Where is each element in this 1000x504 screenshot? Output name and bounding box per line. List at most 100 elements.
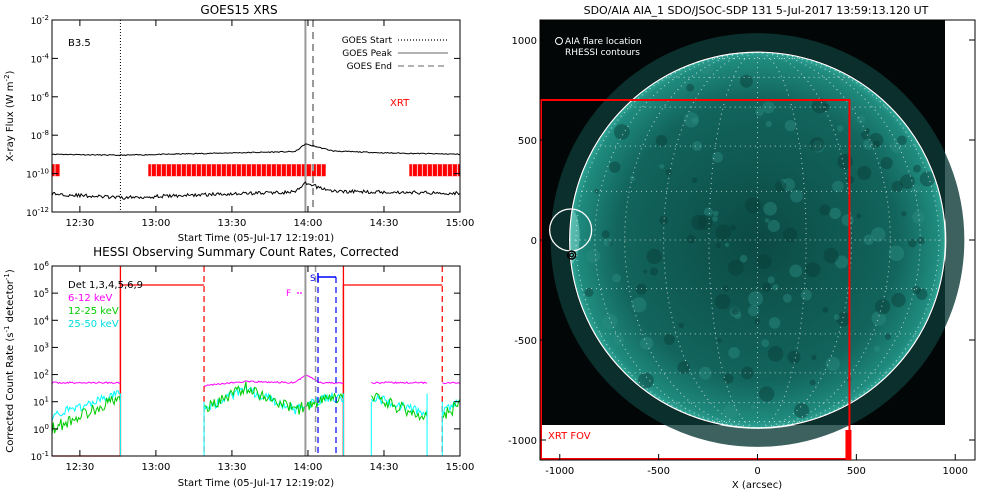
aia-lat-lon-grid	[569, 52, 946, 428]
aia-feature	[714, 293, 731, 310]
goes-legend-end: GOES End	[347, 62, 392, 72]
aia-feature	[722, 285, 729, 292]
aia-feature	[912, 211, 925, 224]
aia-y-label-4: -1000	[508, 436, 537, 447]
goes-y-label-0: 10-2	[31, 14, 49, 27]
aia-feature	[765, 121, 772, 128]
aia-grid-lon	[757, 52, 921, 428]
aia-feature	[871, 311, 886, 326]
aia-feature	[890, 140, 904, 153]
hessi-y-label-7: 10-1	[31, 450, 49, 463]
goes-series-short	[51, 181, 461, 200]
aia-feature	[819, 204, 831, 216]
aia-feature	[915, 288, 928, 300]
aia-feature	[811, 354, 817, 361]
aia-feature	[602, 313, 618, 330]
aia-feature	[900, 174, 915, 189]
hessi-plot-frame	[51, 265, 461, 457]
aia-feature	[659, 163, 665, 169]
hessi-saa-flag	[317, 273, 336, 282]
hessi-legend-detectors: Det 1,3,4,5,6,9	[68, 280, 143, 291]
aia-feature	[809, 136, 825, 152]
xrt-fov-box	[540, 99, 851, 460]
aia-feature	[629, 175, 636, 182]
aia-feature	[888, 245, 905, 262]
aia-feature	[857, 166, 872, 181]
goes-xrt-bar-1	[148, 164, 326, 177]
aia-legend: AIA flare location RHESSI contours	[555, 37, 642, 58]
aia-feature	[663, 334, 675, 345]
goes-legend-start: GOES Start	[342, 36, 393, 46]
aia-feature	[659, 215, 669, 225]
hessi-legend-25-50: 25-50 keV	[68, 319, 119, 330]
aia-feature	[800, 289, 812, 301]
aia-feature	[665, 169, 672, 176]
aia-feature	[901, 211, 907, 217]
aia-legend-circle-icon	[555, 37, 563, 45]
aia-feature	[832, 180, 844, 193]
aia-feature	[729, 224, 736, 231]
hessi-series-25-50	[51, 384, 461, 421]
goes-x-label-1: 13:00	[141, 218, 170, 229]
aia-feature	[767, 276, 775, 284]
goes-y-label-4: 10-10	[26, 168, 49, 181]
goes-legend: GOES Start GOES Peak GOES End	[342, 36, 448, 72]
aia-feature	[745, 197, 761, 214]
goes-class-label: B3.5	[68, 38, 91, 49]
aia-feature	[586, 249, 601, 263]
aia-feature	[755, 108, 764, 117]
aia-feature	[873, 345, 881, 353]
hessi-x-label-5: 15:00	[446, 462, 475, 473]
aia-feature	[784, 119, 797, 132]
aia-feature	[884, 333, 892, 340]
aia-feature	[731, 307, 740, 316]
aia-feature	[607, 240, 613, 247]
hessi-flags: FS	[286, 266, 337, 456]
aia-feature	[655, 134, 668, 147]
aia-corona-halo	[550, 33, 965, 447]
aia-legend-rhessi: RHESSI contours	[565, 48, 640, 58]
aia-feature	[764, 218, 770, 223]
aia-feature	[691, 117, 699, 125]
aia-feature	[873, 140, 880, 147]
aia-panel: SDO/AIA AIA_1 SDO/JSOC-SDP 131 5-Jul-201…	[508, 4, 976, 491]
aia-feature	[841, 214, 854, 227]
aia-feature	[891, 180, 903, 193]
goes-series-long	[51, 143, 460, 157]
aia-feature	[750, 404, 756, 410]
aia-feature	[678, 322, 685, 329]
aia-feature	[715, 243, 721, 249]
goes-xlabel: Start Time (05-Jul-17 12:19:01)	[178, 233, 335, 244]
aia-feature	[919, 171, 936, 187]
hessi-series	[51, 374, 461, 456]
aia-feature	[728, 347, 740, 359]
hessi-y-label-6: 100	[33, 423, 49, 436]
aia-feature	[790, 189, 803, 203]
hessi-legend-12-25: 12-25 keV	[68, 306, 119, 317]
aia-feature	[912, 285, 921, 295]
aia-feature	[762, 282, 772, 292]
aia-feature	[837, 153, 853, 170]
hessi-y-label-4: 102	[33, 369, 49, 382]
goes-x-label-0: 12:30	[65, 218, 94, 229]
aia-feature	[825, 356, 840, 371]
goes-xrt-label: XRT	[390, 98, 410, 109]
aia-feature	[649, 267, 659, 276]
hessi-legend: Det 1,3,4,5,6,9 6-12 keV 12-25 keV 25-50…	[68, 280, 143, 330]
aia-feature	[697, 214, 713, 230]
aia-feature	[741, 366, 754, 380]
aia-feature	[748, 291, 764, 307]
aia-feature	[871, 227, 886, 242]
aia-feature	[891, 293, 906, 308]
aia-feature	[692, 140, 703, 151]
aia-x-label-4: 1000	[943, 466, 968, 477]
goes-xrt-bars	[52, 164, 460, 177]
aia-feature	[584, 287, 594, 297]
goes-ylabel: X-ray Flux (W m-2)	[3, 70, 16, 161]
aia-y-label-1: 500	[518, 136, 537, 147]
hessi-x-label-2: 13:30	[218, 462, 247, 473]
aia-feature	[699, 60, 714, 75]
aia-disk-features	[569, 55, 936, 420]
aia-feature	[780, 179, 786, 185]
